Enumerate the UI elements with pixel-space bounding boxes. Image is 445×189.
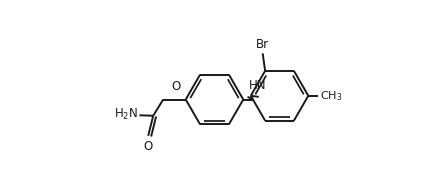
Text: H$_2$N: H$_2$N — [114, 106, 138, 122]
Text: O: O — [144, 139, 153, 153]
Text: CH$_3$: CH$_3$ — [320, 89, 342, 103]
Text: O: O — [171, 80, 180, 93]
Text: Br: Br — [256, 38, 269, 51]
Text: HN: HN — [249, 79, 266, 92]
